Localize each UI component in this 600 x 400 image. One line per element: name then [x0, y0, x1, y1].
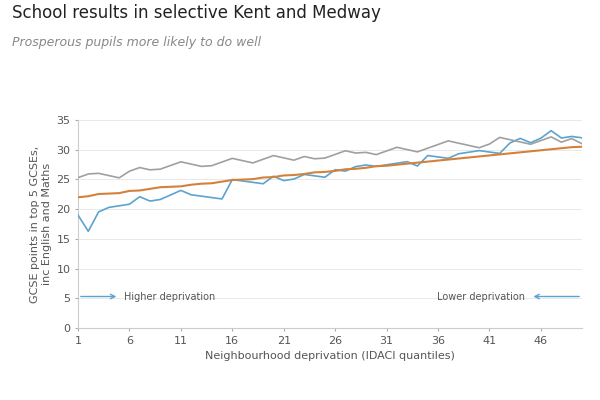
Text: Prosperous pupils more likely to do well: Prosperous pupils more likely to do well: [12, 36, 261, 49]
Text: Lower deprivation: Lower deprivation: [437, 292, 526, 302]
Text: Higher deprivation: Higher deprivation: [124, 292, 215, 302]
Y-axis label: GCSE points in top 5 GCSEs,
inc English and Maths: GCSE points in top 5 GCSEs, inc English …: [31, 145, 52, 303]
X-axis label: Neighbourhood deprivation (IDACI quantiles): Neighbourhood deprivation (IDACI quantil…: [205, 351, 455, 361]
Text: School results in selective Kent and Medway: School results in selective Kent and Med…: [12, 4, 381, 22]
